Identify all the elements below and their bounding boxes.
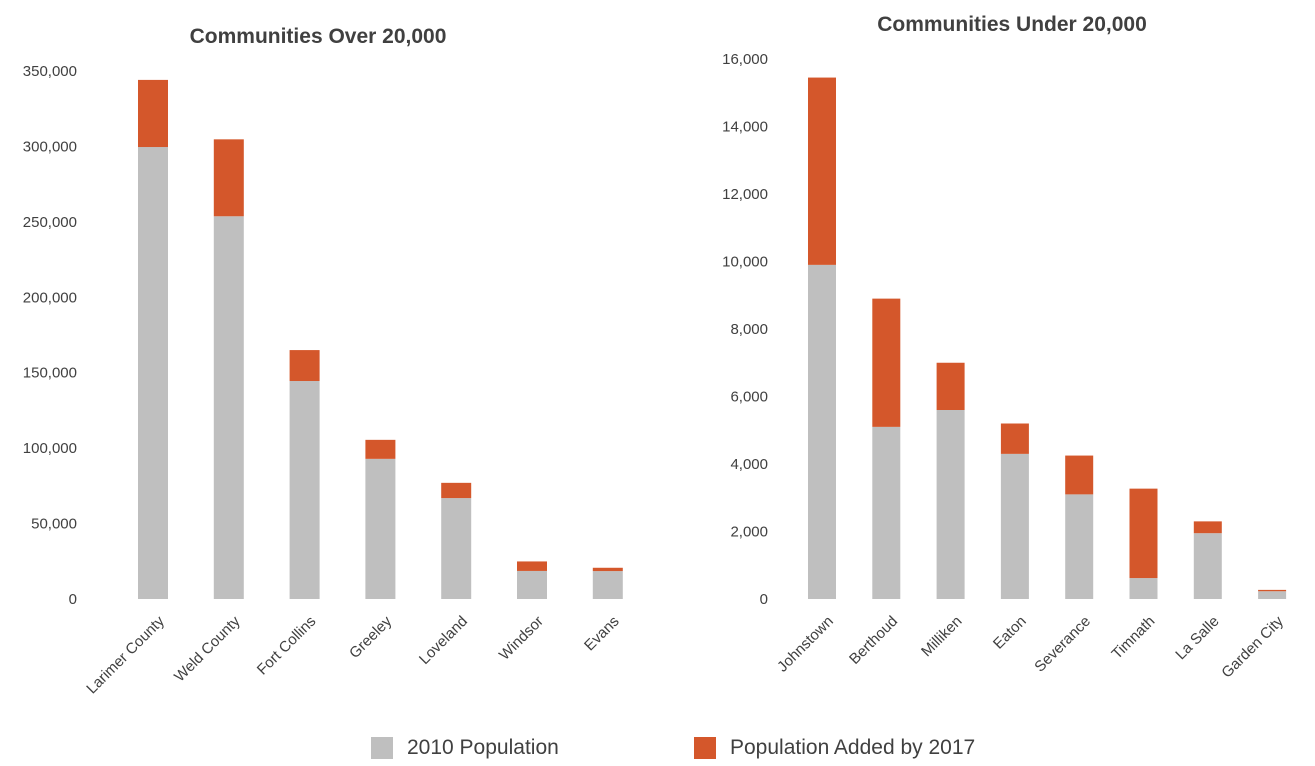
bar-severance-added <box>1065 455 1094 495</box>
x-tick-label-berthoud: Berthoud <box>846 613 901 668</box>
x-tick-label-milliken: Milliken <box>918 613 965 660</box>
x-tick-label-larimer-county: Larimer County <box>83 612 168 697</box>
y-tick-label: 6,000 <box>730 389 768 406</box>
bar-evans-base <box>592 571 623 599</box>
y-tick-label: 300,000 <box>23 138 77 155</box>
bar-weld-county-added <box>213 139 244 217</box>
bar-loveland-base <box>441 498 472 599</box>
legend-item-2010-population: 2010 Population <box>371 736 559 760</box>
y-tick-label: 350,000 <box>23 63 77 80</box>
y-tick-label: 100,000 <box>23 440 77 457</box>
x-tick-label-windsor: Windsor <box>496 613 547 664</box>
y-tick-label: 10,000 <box>722 254 768 271</box>
bar-garden-city-base <box>1258 591 1287 599</box>
bar-timnath-base <box>1129 578 1158 599</box>
bar-weld-county-base <box>213 216 244 599</box>
legend: 2010 Population Population Added by 2017 <box>0 736 1315 766</box>
x-tick-label-johnstown: Johnstown <box>774 613 837 676</box>
legend-swatch-2010-population <box>371 737 393 759</box>
chart-title: Communities Over 20,000 <box>190 25 447 48</box>
x-tick-label-weld-county: Weld County <box>171 612 244 685</box>
y-tick-label: 12,000 <box>722 186 768 203</box>
x-tick-label-eaton: Eaton <box>990 613 1030 653</box>
bar-severance-base <box>1065 494 1094 599</box>
y-tick-label: 150,000 <box>23 365 77 382</box>
legend-label-2010-population: 2010 Population <box>407 736 559 759</box>
bar-johnstown-added <box>808 77 836 265</box>
legend-item-population-added: Population Added by 2017 <box>694 736 975 760</box>
bar-larimer-county-base <box>138 147 168 600</box>
legend-label-population-added: Population Added by 2017 <box>730 736 976 759</box>
bar-loveland-added <box>441 482 472 499</box>
x-tick-label-greeley: Greeley <box>346 612 396 662</box>
bar-eaton-base <box>1000 453 1029 599</box>
bar-milliken-added <box>936 362 965 410</box>
y-tick-label: 8,000 <box>730 321 768 338</box>
x-tick-label-loveland: Loveland <box>416 613 471 668</box>
x-tick-label-la-salle: La Salle <box>1172 613 1222 663</box>
x-tick-label-severance: Severance <box>1031 613 1094 676</box>
bar-windsor-base <box>517 570 547 599</box>
bar-garden-city-added <box>1258 589 1287 592</box>
chart-communities-over-20000: Communities Over 20,000 0 50,000 100,000 150… <box>23 25 623 697</box>
bar-milliken-base <box>936 410 965 599</box>
y-tick-label: 4,000 <box>730 456 768 473</box>
bar-la-salle-added <box>1193 521 1222 534</box>
bar-greeley-added <box>365 439 396 459</box>
bar-fort-collins-added <box>289 350 320 382</box>
x-tick-label-fort-collins: Fort Collins <box>254 613 320 679</box>
bar-la-salle-base <box>1193 533 1222 599</box>
y-tick-label: 0 <box>760 591 768 608</box>
bar-timnath-added <box>1129 488 1158 579</box>
bar-fort-collins-base <box>289 381 320 599</box>
chart-title: Communities Under 20,000 <box>877 13 1147 36</box>
y-tick-label: 0 <box>69 591 77 608</box>
bar-johnstown-base <box>808 264 836 599</box>
legend-swatch-population-added <box>694 737 716 759</box>
bar-greeley-base <box>365 458 396 599</box>
bar-larimer-county-added <box>138 79 168 148</box>
y-tick-label: 50,000 <box>31 516 77 533</box>
x-tick-label-timnath: Timnath <box>1108 613 1158 663</box>
y-tick-label: 14,000 <box>722 119 768 136</box>
bar-berthoud-added <box>872 298 901 427</box>
y-tick-label: 16,000 <box>722 51 768 68</box>
bar-evans-added <box>592 567 623 572</box>
y-tick-label: 2,000 <box>730 524 768 541</box>
chart-communities-under-20000: Communities Under 20,000 0 2,000 4,000 6,000… <box>722 13 1287 681</box>
bar-windsor-added <box>517 561 547 571</box>
bar-eaton-added <box>1000 423 1029 454</box>
bar-berthoud-base <box>872 426 901 599</box>
y-tick-label: 200,000 <box>23 289 77 306</box>
x-tick-label-garden-city: Garden City <box>1218 612 1287 681</box>
y-tick-label: 250,000 <box>23 214 77 231</box>
x-tick-label-evans: Evans <box>581 613 623 655</box>
